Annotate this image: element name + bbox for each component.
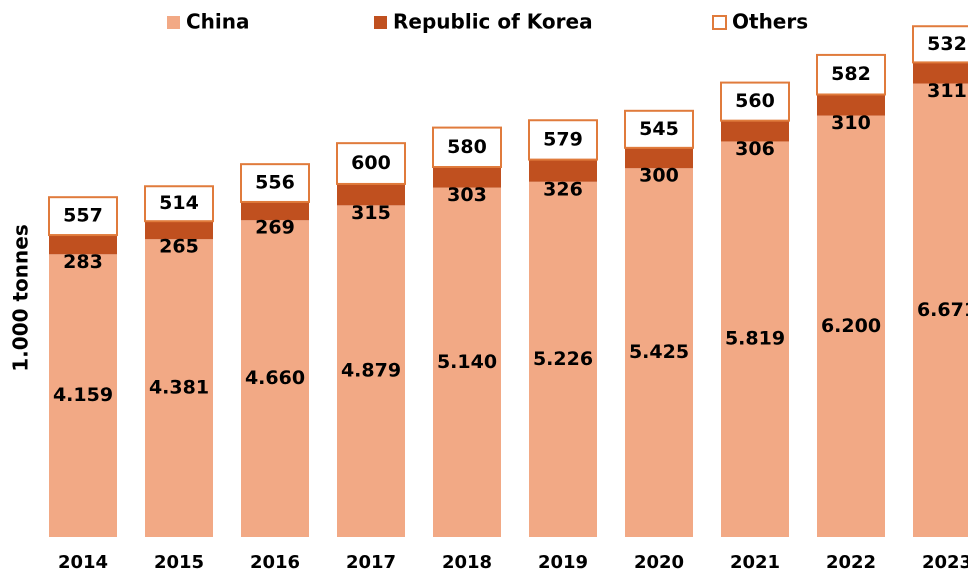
data-label: 310 [831, 112, 871, 134]
x-tick-label: 2020 [634, 552, 684, 570]
x-tick-label: 2022 [826, 552, 876, 570]
data-label: 283 [63, 251, 103, 273]
bar-segment [721, 120, 789, 142]
x-tick-label: 2021 [730, 552, 780, 570]
bar-segment [337, 183, 405, 206]
data-label: 5.140 [437, 351, 497, 373]
legend-swatch [374, 16, 387, 29]
bar-segment [529, 181, 597, 538]
data-label: 311 [927, 80, 967, 102]
bar-segment [625, 147, 693, 169]
data-label: 579 [543, 128, 583, 150]
data-label: 303 [447, 184, 487, 206]
bar-segment [913, 83, 968, 537]
data-label: 560 [735, 90, 775, 112]
y-axis-label: 1.000 tonnes [9, 224, 33, 371]
legend-swatch [167, 16, 180, 29]
bar-segment [336, 142, 406, 185]
data-label: 532 [927, 33, 967, 55]
bar-segment [913, 62, 968, 84]
bar-segment [240, 163, 310, 203]
bar-segment [816, 53, 886, 96]
bar-segment [144, 185, 214, 223]
data-label: 582 [831, 63, 871, 85]
x-tick-label: 2014 [58, 552, 108, 570]
data-label: 6.671 [917, 299, 968, 321]
legend-label: Republic of Korea [393, 10, 593, 34]
data-label: 5.226 [533, 348, 593, 370]
data-label: 4.159 [53, 384, 113, 406]
data-label: 545 [639, 118, 679, 140]
x-tick-label: 2023 [922, 552, 968, 570]
x-tick-label: 2019 [538, 552, 588, 570]
bar-segment [145, 221, 213, 240]
bar-segment [817, 115, 885, 538]
x-tick-label: 2018 [442, 552, 492, 570]
data-label: 5.819 [725, 328, 785, 350]
bar-segment [912, 25, 968, 64]
data-label: 4.660 [245, 367, 305, 389]
data-label: 600 [351, 152, 391, 174]
bar-segment [145, 239, 213, 537]
bar-segment [432, 126, 502, 169]
x-tick-label: 2015 [154, 552, 204, 570]
bar-segment [241, 201, 309, 221]
data-label: 6.200 [821, 315, 881, 337]
legend-swatch [712, 15, 727, 30]
bar-segment [625, 168, 693, 537]
data-label: 557 [63, 205, 103, 227]
data-label: 306 [735, 138, 775, 160]
bar-segment [624, 109, 694, 149]
bar-segment [337, 205, 405, 538]
data-label: 5.425 [629, 341, 689, 363]
bar-segment [241, 220, 309, 537]
bar-segment [48, 196, 118, 237]
legend-label: China [186, 10, 250, 34]
data-label: 326 [543, 178, 583, 200]
bar-segment [721, 141, 789, 537]
data-label: 580 [447, 136, 487, 158]
data-label: 556 [255, 172, 295, 194]
x-tick-label: 2016 [250, 552, 300, 570]
bar-segment [528, 119, 598, 161]
bar-segment [49, 235, 117, 255]
data-label: 315 [351, 202, 391, 224]
data-label: 4.381 [149, 377, 209, 399]
bar-segment [49, 254, 117, 538]
bar-segment [720, 81, 790, 122]
data-label: 514 [159, 192, 199, 214]
x-tick-label: 2017 [346, 552, 396, 570]
legend-label: Others [732, 10, 808, 34]
bar-segment [433, 167, 501, 188]
bar-segment [529, 159, 597, 182]
data-label: 300 [639, 165, 679, 187]
data-label: 269 [255, 217, 295, 239]
bar-segment [433, 187, 501, 538]
data-label: 265 [159, 236, 199, 258]
bar-segment [817, 94, 885, 116]
data-label: 4.879 [341, 360, 401, 382]
